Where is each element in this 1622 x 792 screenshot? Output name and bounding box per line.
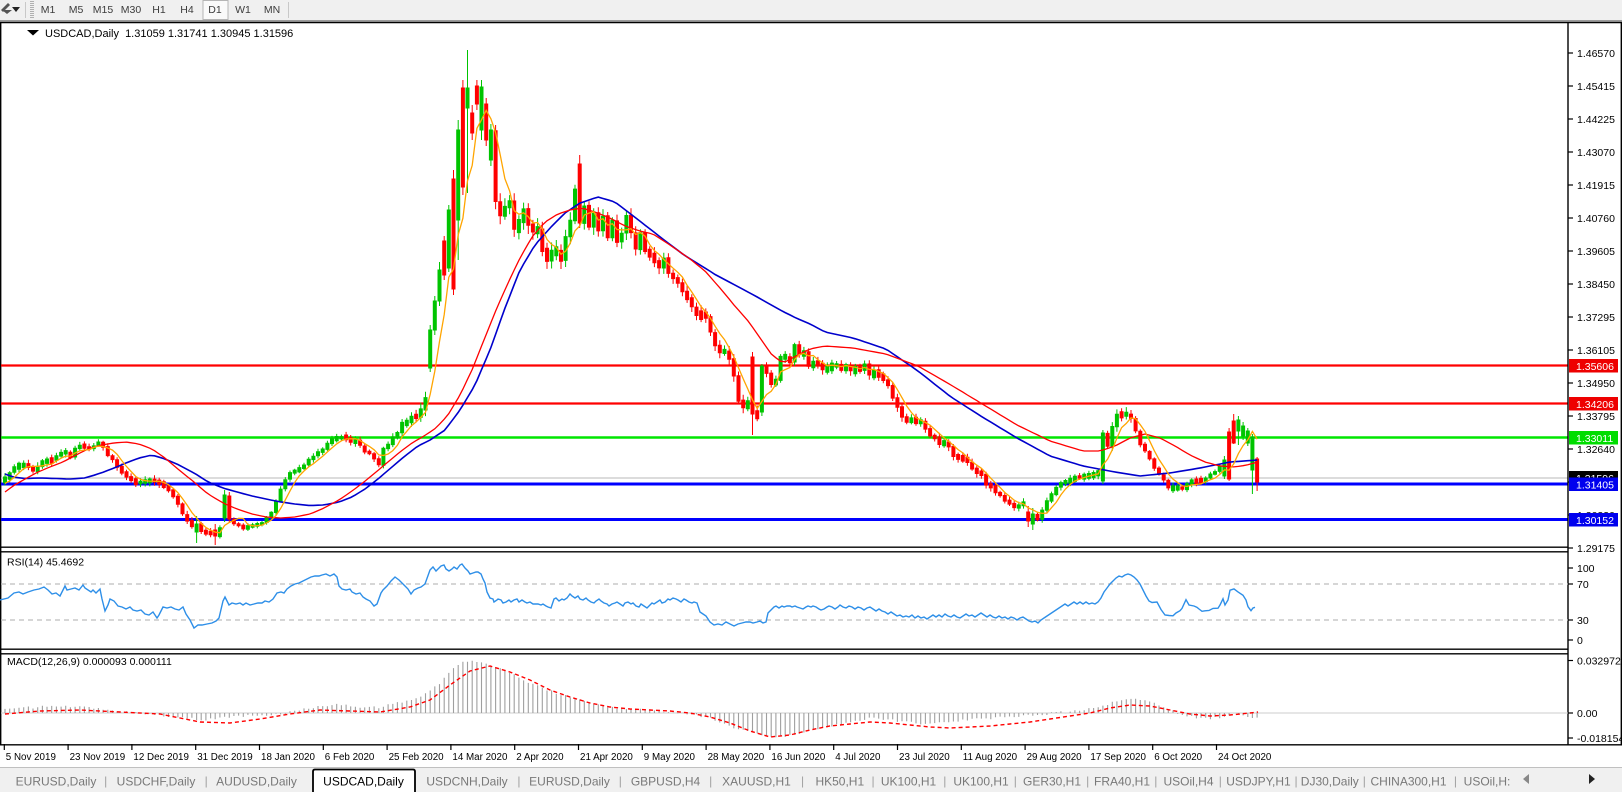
svg-text:28 May 2020: 28 May 2020: [708, 752, 765, 763]
svg-text:|: |: [943, 774, 946, 788]
svg-text:1.38450: 1.38450: [1577, 279, 1615, 291]
svg-text:5 Nov 2019: 5 Nov 2019: [6, 752, 56, 763]
svg-text:12 Dec 2019: 12 Dec 2019: [133, 752, 189, 763]
svg-text:FRA40,H1: FRA40,H1: [1094, 775, 1150, 789]
svg-text:|: |: [619, 774, 622, 788]
svg-text:1.33011: 1.33011: [1576, 433, 1613, 445]
svg-text:6 Oct 2020: 6 Oct 2020: [1154, 752, 1202, 763]
svg-text:M15: M15: [93, 4, 114, 16]
svg-text:16 Jun 2020: 16 Jun 2020: [771, 752, 825, 763]
svg-text:|: |: [871, 774, 874, 788]
svg-text:1.34950: 1.34950: [1577, 378, 1615, 390]
svg-text:1.31405: 1.31405: [1576, 480, 1614, 492]
svg-text:EURUSD,Daily: EURUSD,Daily: [529, 775, 610, 789]
svg-text:CHINA300,H1: CHINA300,H1: [1370, 775, 1446, 789]
svg-text:1.45415: 1.45415: [1577, 81, 1615, 93]
svg-text:1.32640: 1.32640: [1577, 444, 1615, 456]
svg-text:17 Sep 2020: 17 Sep 2020: [1090, 752, 1146, 763]
svg-text:USDCNH,Daily: USDCNH,Daily: [426, 775, 507, 789]
svg-text:UK100,H1: UK100,H1: [953, 775, 1009, 789]
svg-text:1.44225: 1.44225: [1577, 114, 1615, 126]
svg-text:UK100,H1: UK100,H1: [881, 775, 937, 789]
svg-text:MN: MN: [264, 4, 280, 16]
svg-text:11 Aug 2020: 11 Aug 2020: [963, 752, 1018, 763]
svg-text:|: |: [104, 774, 107, 788]
svg-text:AUDUSD,Daily: AUDUSD,Daily: [216, 775, 297, 789]
svg-text:25 Feb 2020: 25 Feb 2020: [389, 752, 445, 763]
svg-text:HK50,H1: HK50,H1: [815, 775, 864, 789]
svg-text:USOil,H4: USOil,H4: [1163, 775, 1213, 789]
svg-text:1.46570: 1.46570: [1577, 48, 1615, 60]
svg-text:23 Jul 2020: 23 Jul 2020: [899, 752, 950, 763]
svg-text:70: 70: [1577, 579, 1589, 591]
svg-text:1.40760: 1.40760: [1577, 213, 1615, 225]
svg-text:1.35606: 1.35606: [1576, 361, 1614, 373]
svg-text:|: |: [517, 774, 520, 788]
svg-text:W1: W1: [235, 4, 251, 16]
svg-text:USDJPY,H1: USDJPY,H1: [1226, 775, 1291, 789]
svg-text:100: 100: [1577, 563, 1595, 575]
svg-text:|: |: [1363, 774, 1366, 788]
svg-text:-0.018154: -0.018154: [1577, 733, 1622, 745]
svg-text:D1: D1: [208, 4, 222, 16]
svg-text:H1: H1: [152, 4, 166, 16]
svg-text:|: |: [1086, 774, 1089, 788]
svg-text:USOil,H:: USOil,H:: [1464, 775, 1511, 789]
svg-text:1.34206: 1.34206: [1576, 399, 1614, 411]
svg-text:1.29175: 1.29175: [1577, 543, 1615, 555]
svg-text:DJ30,Daily: DJ30,Daily: [1301, 775, 1359, 789]
svg-text:6 Feb 2020: 6 Feb 2020: [325, 752, 375, 763]
svg-text:USDCAD,Daily: USDCAD,Daily: [323, 775, 404, 789]
svg-text:1.39605: 1.39605: [1577, 246, 1615, 258]
svg-text:MACD(12,26,9) 0.000093 0.00011: MACD(12,26,9) 0.000093 0.000111: [7, 656, 172, 668]
svg-text:|: |: [1454, 774, 1457, 788]
svg-text:H4: H4: [180, 4, 194, 16]
svg-text:1.43070: 1.43070: [1577, 147, 1615, 159]
svg-text:|: |: [1154, 774, 1157, 788]
svg-text:30: 30: [1577, 615, 1589, 627]
svg-text:29 Aug 2020: 29 Aug 2020: [1027, 752, 1083, 763]
svg-text:|: |: [1219, 774, 1222, 788]
svg-text:|: |: [205, 774, 208, 788]
svg-text:M30: M30: [121, 4, 142, 16]
svg-text:|: |: [1014, 774, 1017, 788]
svg-text:1.41915: 1.41915: [1577, 180, 1615, 192]
svg-text:9 May 2020: 9 May 2020: [644, 752, 696, 763]
svg-text:GBPUSD,H4: GBPUSD,H4: [631, 775, 701, 789]
svg-text:USDCAD,Daily 1.31059 1.31741: USDCAD,Daily 1.31059 1.31741 1.30945 1.3…: [45, 28, 293, 40]
svg-text:21 Apr 2020: 21 Apr 2020: [580, 752, 633, 763]
svg-text:0.00: 0.00: [1577, 708, 1598, 720]
svg-text:31 Dec 2019: 31 Dec 2019: [197, 752, 253, 763]
svg-text:USDCHF,Daily: USDCHF,Daily: [117, 775, 196, 789]
svg-text:14 Mar 2020: 14 Mar 2020: [452, 752, 508, 763]
svg-text:0: 0: [1577, 635, 1583, 647]
svg-text:M1: M1: [41, 4, 56, 16]
svg-text:GER30,H1: GER30,H1: [1023, 775, 1081, 789]
svg-text:|: |: [1294, 774, 1297, 788]
svg-text:23 Nov 2019: 23 Nov 2019: [70, 752, 126, 763]
svg-text:0.032972: 0.032972: [1577, 656, 1621, 668]
svg-text:EURUSD,Daily: EURUSD,Daily: [16, 775, 97, 789]
svg-text:18 Jan 2020: 18 Jan 2020: [261, 752, 315, 763]
svg-text:1.33795: 1.33795: [1577, 411, 1615, 423]
svg-text:|: |: [709, 774, 712, 788]
svg-text:1.37295: 1.37295: [1577, 312, 1615, 324]
svg-text:RSI(14) 45.4692: RSI(14) 45.4692: [7, 557, 84, 569]
svg-text:4 Jul 2020: 4 Jul 2020: [835, 752, 881, 763]
svg-text:XAUUSD,H1: XAUUSD,H1: [722, 775, 791, 789]
svg-text:1.30152: 1.30152: [1576, 515, 1614, 527]
svg-text:M5: M5: [69, 4, 84, 16]
svg-text:1.36105: 1.36105: [1577, 345, 1615, 357]
svg-text:|: |: [801, 774, 804, 788]
svg-text:24 Oct 2020: 24 Oct 2020: [1218, 752, 1272, 763]
svg-text:2 Apr 2020: 2 Apr 2020: [516, 752, 564, 763]
